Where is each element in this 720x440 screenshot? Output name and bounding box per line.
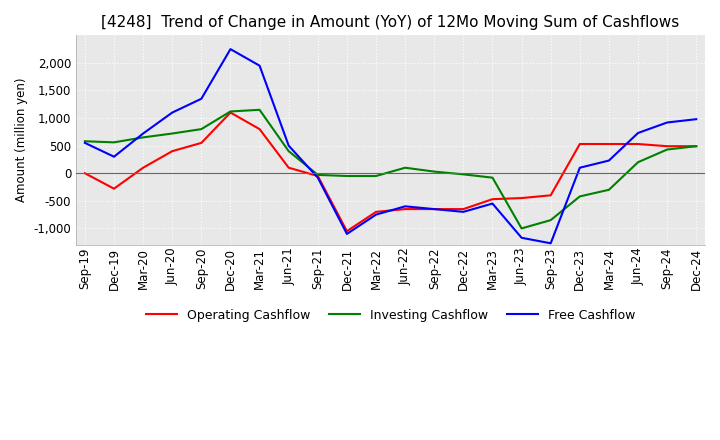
Investing Cashflow <box>430 169 438 174</box>
Investing Cashflow <box>284 149 293 154</box>
Investing Cashflow <box>256 107 264 113</box>
Investing Cashflow <box>459 172 468 177</box>
Investing Cashflow <box>343 173 351 179</box>
Operating Cashflow <box>256 126 264 132</box>
Operating Cashflow <box>459 206 468 212</box>
Investing Cashflow <box>488 175 497 180</box>
Free Cashflow <box>109 154 118 159</box>
Investing Cashflow <box>401 165 410 170</box>
Operating Cashflow <box>343 228 351 234</box>
Investing Cashflow <box>313 172 322 177</box>
Operating Cashflow <box>168 149 176 154</box>
Y-axis label: Amount (million yen): Amount (million yen) <box>15 78 28 202</box>
Free Cashflow <box>605 158 613 163</box>
Free Cashflow <box>546 241 555 246</box>
Free Cashflow <box>663 120 672 125</box>
Investing Cashflow <box>168 131 176 136</box>
Investing Cashflow <box>226 109 235 114</box>
Operating Cashflow <box>313 173 322 179</box>
Operating Cashflow <box>663 143 672 149</box>
Investing Cashflow <box>372 173 380 179</box>
Operating Cashflow <box>575 141 584 147</box>
Operating Cashflow <box>692 143 701 149</box>
Free Cashflow <box>430 206 438 212</box>
Operating Cashflow <box>81 171 89 176</box>
Operating Cashflow <box>197 140 206 146</box>
Investing Cashflow <box>197 126 206 132</box>
Investing Cashflow <box>139 135 148 140</box>
Operating Cashflow <box>372 209 380 214</box>
Investing Cashflow <box>517 226 526 231</box>
Free Cashflow <box>313 175 322 180</box>
Free Cashflow <box>81 140 89 146</box>
Investing Cashflow <box>634 160 642 165</box>
Free Cashflow <box>226 47 235 52</box>
Operating Cashflow <box>488 197 497 202</box>
Free Cashflow <box>343 231 351 237</box>
Operating Cashflow <box>546 193 555 198</box>
Investing Cashflow <box>692 143 701 149</box>
Line: Investing Cashflow: Investing Cashflow <box>85 110 696 228</box>
Free Cashflow <box>692 117 701 122</box>
Investing Cashflow <box>109 140 118 145</box>
Free Cashflow <box>284 143 293 148</box>
Operating Cashflow <box>634 141 642 147</box>
Investing Cashflow <box>663 147 672 152</box>
Investing Cashflow <box>605 187 613 192</box>
Line: Free Cashflow: Free Cashflow <box>85 49 696 243</box>
Investing Cashflow <box>81 139 89 144</box>
Free Cashflow <box>168 110 176 115</box>
Free Cashflow <box>197 96 206 101</box>
Line: Operating Cashflow: Operating Cashflow <box>85 113 696 231</box>
Operating Cashflow <box>139 165 148 170</box>
Title: [4248]  Trend of Change in Amount (YoY) of 12Mo Moving Sum of Cashflows: [4248] Trend of Change in Amount (YoY) o… <box>102 15 680 30</box>
Free Cashflow <box>372 212 380 217</box>
Operating Cashflow <box>605 141 613 147</box>
Free Cashflow <box>517 235 526 240</box>
Operating Cashflow <box>226 110 235 115</box>
Free Cashflow <box>401 204 410 209</box>
Free Cashflow <box>575 165 584 170</box>
Free Cashflow <box>459 209 468 214</box>
Free Cashflow <box>139 131 148 136</box>
Legend: Operating Cashflow, Investing Cashflow, Free Cashflow: Operating Cashflow, Investing Cashflow, … <box>140 304 641 327</box>
Investing Cashflow <box>575 194 584 199</box>
Free Cashflow <box>488 201 497 206</box>
Free Cashflow <box>634 130 642 136</box>
Operating Cashflow <box>109 186 118 191</box>
Operating Cashflow <box>401 206 410 212</box>
Operating Cashflow <box>517 195 526 201</box>
Operating Cashflow <box>430 206 438 212</box>
Free Cashflow <box>256 63 264 68</box>
Operating Cashflow <box>284 165 293 170</box>
Investing Cashflow <box>546 217 555 223</box>
